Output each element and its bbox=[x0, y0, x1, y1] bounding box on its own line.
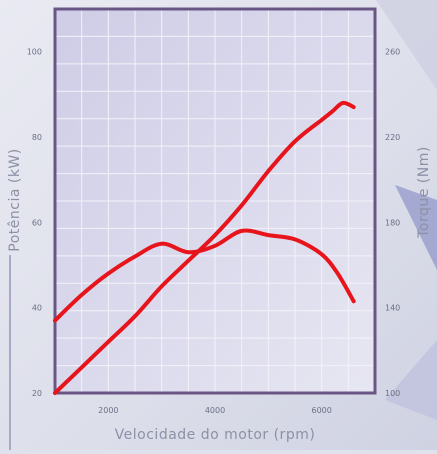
y-left-tick-label: 60 bbox=[32, 218, 42, 227]
y-right-axis-title: Torque (Nm) bbox=[416, 146, 432, 239]
x-tick-label: 2000 bbox=[98, 406, 118, 415]
decor-shape-bottom bbox=[385, 340, 437, 420]
y-right-tick-label: 260 bbox=[385, 48, 400, 57]
y-right-tick-label: 100 bbox=[385, 389, 400, 398]
torque-series-line bbox=[53, 228, 356, 323]
series-layer bbox=[53, 100, 356, 395]
x-tick-label: 4000 bbox=[205, 406, 225, 415]
x-axis-title: Velocidade do motor (rpm) bbox=[115, 427, 316, 443]
y-left-tick-label: 20 bbox=[32, 389, 42, 398]
plot-frame bbox=[53, 7, 377, 395]
decor-shape-right bbox=[395, 185, 437, 270]
y-right-tick-label: 220 bbox=[385, 133, 400, 142]
y-right-tick-label: 140 bbox=[385, 304, 400, 313]
y-right-tick-label: 180 bbox=[385, 218, 400, 227]
decor-shape-top bbox=[376, 0, 437, 90]
power-series-line bbox=[53, 100, 356, 395]
y-left-axis-title: Potência (kW) bbox=[7, 148, 23, 251]
y-left-tick-label: 40 bbox=[32, 304, 42, 313]
y-left-tick-label: 100 bbox=[27, 48, 42, 57]
x-tick-label: 6000 bbox=[311, 406, 331, 415]
y-left-tick-label: 80 bbox=[32, 133, 42, 142]
grid bbox=[55, 9, 375, 393]
tick-labels: 2000 4000 6000 20 40 60 80 100 100 140 180 220 260 bbox=[27, 48, 401, 415]
